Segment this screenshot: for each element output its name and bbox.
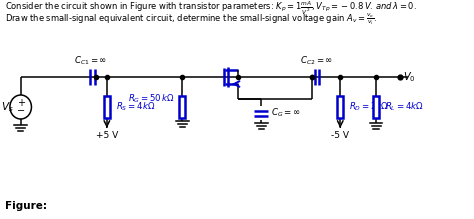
Text: Figure:: Figure: xyxy=(5,201,46,211)
Text: $R_S = 4k\Omega$: $R_S = 4k\Omega$ xyxy=(116,101,155,113)
Text: $C_G = \infty$: $C_G = \infty$ xyxy=(271,107,301,119)
Text: $V_s$: $V_s$ xyxy=(1,100,14,114)
Bar xyxy=(373,96,379,118)
Text: $R_D = 2k\Omega$: $R_D = 2k\Omega$ xyxy=(349,101,390,113)
Text: $R_L = 4k\Omega$: $R_L = 4k\Omega$ xyxy=(385,101,424,113)
Text: -5 V: -5 V xyxy=(331,131,349,140)
Bar xyxy=(337,96,343,118)
Text: +: + xyxy=(17,98,25,108)
Bar xyxy=(179,96,185,118)
Text: $C_{C2} = \infty$: $C_{C2} = \infty$ xyxy=(301,55,334,67)
Text: $C_{C1} = \infty$: $C_{C1} = \infty$ xyxy=(74,55,107,67)
Bar xyxy=(104,96,110,118)
Text: Consider the circuit shown in Figure with transistor parameters: $K_p = 1\frac{m: Consider the circuit shown in Figure wit… xyxy=(5,0,416,17)
Text: Draw the small-signal equivalent circuit, determine the small-signal voltage gai: Draw the small-signal equivalent circuit… xyxy=(5,11,377,27)
Text: −: − xyxy=(17,106,25,116)
Text: +5 V: +5 V xyxy=(96,131,118,140)
Text: $R_G =50\,k\Omega$: $R_G =50\,k\Omega$ xyxy=(128,93,175,105)
Text: $V_0$: $V_0$ xyxy=(403,70,416,84)
